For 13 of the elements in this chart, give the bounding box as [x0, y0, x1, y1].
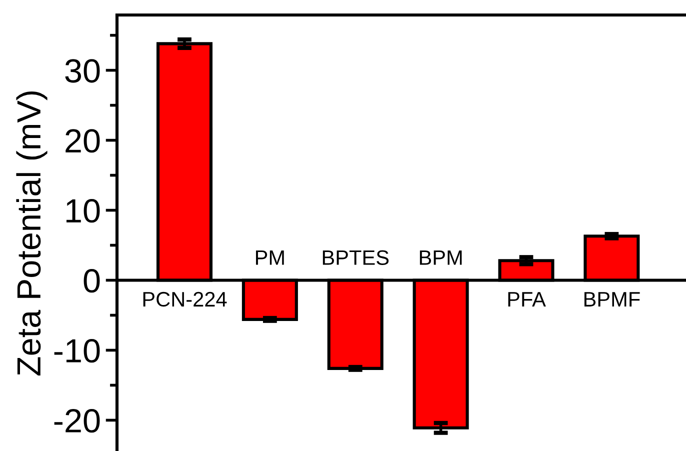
x-tick-label: PM [256, 250, 284, 265]
y-tick-label: 0 [84, 269, 100, 293]
x-tick-label: BPMF [584, 292, 640, 306]
y-axis-title: Zeta Potential (mV) [16, 91, 48, 376]
y-tick-label: 20 [66, 129, 100, 153]
y-tick-label: -10 [54, 339, 100, 363]
y-tick-label: -20 [54, 409, 100, 433]
x-tick-label: PFA [508, 292, 546, 306]
y-tick-label: 30 [65, 59, 100, 83]
x-tick-label: BPM [420, 250, 462, 265]
y-tick-label: 10 [66, 199, 100, 223]
x-tick-label: PCN-224 [143, 292, 227, 307]
x-tick-label: BPTES [322, 250, 389, 266]
